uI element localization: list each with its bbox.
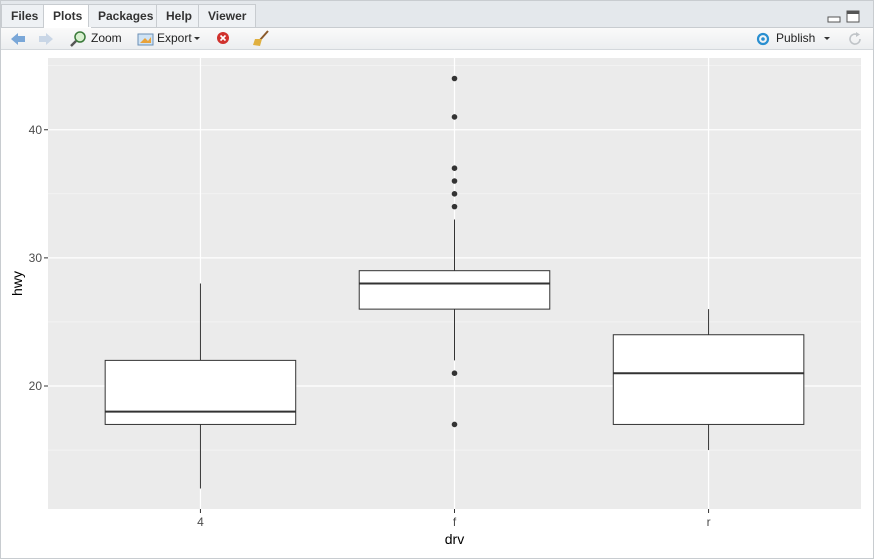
- tab[interactable]: Plots: [43, 4, 93, 28]
- nav-arrows[interactable]: [10, 32, 54, 46]
- tab[interactable]: Packages: [88, 4, 164, 27]
- publish-button[interactable]: Publish: [776, 31, 816, 45]
- outlier: [451, 191, 458, 197]
- zoom-icon: [70, 31, 86, 47]
- outlier: [451, 75, 458, 82]
- outlier: [451, 421, 458, 428]
- tab-bar: Files Plots Packages Help Viewer: [1, 1, 873, 28]
- x-tick-label: 4: [197, 515, 204, 529]
- remove-plot-button[interactable]: [216, 31, 230, 45]
- tab[interactable]: Files: [1, 4, 49, 27]
- box: [612, 334, 805, 425]
- y-tick-label: 20: [29, 379, 43, 393]
- publish-icon: [756, 32, 770, 46]
- y-tick-label: 40: [29, 123, 43, 137]
- toolbar: Zoom Export Publish: [1, 28, 873, 50]
- export-icon: [137, 33, 154, 46]
- dropdown-arrow: [824, 37, 830, 40]
- tab[interactable]: Viewer: [198, 4, 257, 27]
- tab[interactable]: Help: [156, 4, 203, 27]
- box: [358, 270, 551, 310]
- zoom-button[interactable]: Zoom: [91, 31, 122, 45]
- box: [104, 359, 297, 425]
- outlier: [451, 370, 458, 376]
- refresh-button[interactable]: [847, 31, 863, 47]
- outlier: [451, 114, 458, 120]
- y-axis-label: hwy: [9, 271, 25, 296]
- x-tick-label: r: [707, 515, 711, 529]
- dropdown-arrow: [194, 37, 200, 40]
- outlier: [451, 165, 458, 171]
- export-button[interactable]: Export: [157, 31, 192, 45]
- window-controls[interactable]: [827, 10, 863, 24]
- outlier: [451, 203, 458, 210]
- x-axis-label: drv: [445, 531, 464, 547]
- x-tick-label: f: [453, 515, 457, 529]
- clear-all-button[interactable]: [252, 30, 270, 47]
- plot: 20 30 40 4 f r drv hwy: [9, 58, 861, 547]
- y-tick-label: 30: [29, 251, 43, 265]
- outlier: [451, 178, 458, 184]
